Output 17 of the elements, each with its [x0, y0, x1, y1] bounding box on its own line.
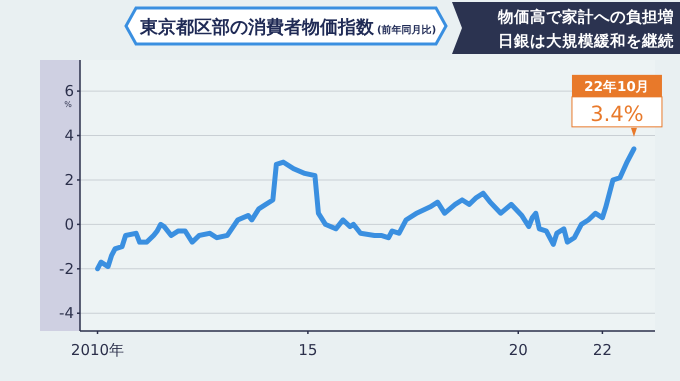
y-tick-label: -2	[59, 260, 74, 278]
annotation: 3.4%	[590, 102, 644, 126]
y-tick-label: -4	[59, 304, 74, 322]
x-tick-label: 15	[298, 341, 318, 359]
y-tick-label: 2	[64, 170, 74, 189]
y-tick-label: 0	[64, 215, 74, 234]
y-axis-title: %	[64, 100, 72, 110]
y-tick-label: 6	[64, 82, 74, 100]
x-tick-label: 22	[592, 341, 612, 359]
text: 物価高で家計への負担増	[497, 7, 674, 26]
annotation: 22年10月	[584, 78, 650, 95]
x-tick-label: 2010年	[70, 341, 124, 359]
text: 日銀は大規模緩和を継続	[498, 32, 674, 50]
x-tick-label: 20	[508, 341, 528, 359]
chart-title: 東京都区部の消費者物価指数	[140, 17, 374, 38]
chart-subtitle: (前年同月比)	[377, 24, 436, 36]
y-tick-label: 4	[64, 126, 74, 145]
